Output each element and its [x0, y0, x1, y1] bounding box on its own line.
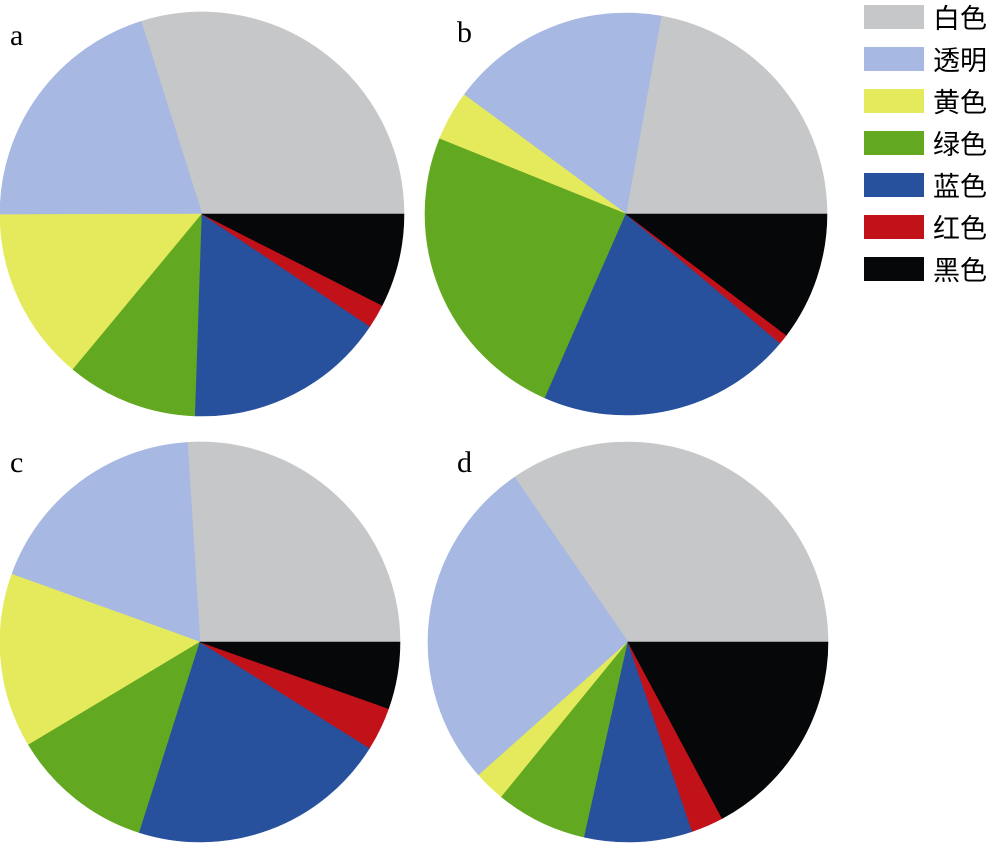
pie-a-slice-yellow [0, 213, 203, 370]
legend-label-transparent: 透明 [933, 46, 987, 77]
legend-label-green: 绿色 [933, 130, 987, 161]
pie-d-slice-black [627, 641, 829, 819]
pie-a [0, 11, 405, 417]
legend-label-white: 白色 [933, 4, 987, 35]
legend-swatch-green [864, 131, 924, 155]
pie-b-slice-black [625, 213, 828, 336]
legend-label-blue: 蓝色 [933, 172, 987, 203]
pie-a-slice-green [72, 213, 203, 417]
pie-d-slice-blue [584, 640, 693, 843]
pie-c-slice-yellow [0, 573, 201, 746]
pie-c-slice-transparent [11, 442, 201, 643]
legend-swatch-white [864, 5, 924, 29]
pie-c-slice-black [199, 641, 401, 709]
legend-label-black: 黑色 [933, 256, 987, 287]
pie-c-slice-blue [139, 641, 370, 843]
pie-a-slice-blue [194, 213, 371, 417]
pie-b [424, 12, 828, 416]
legend-swatch-yellow [864, 89, 924, 113]
pie-a-slice-transparent [0, 21, 203, 215]
legend-swatch-transparent [864, 47, 924, 71]
pie-a-slice-white [140, 11, 405, 215]
legend: 白色 透明 黄色 绿色 蓝色 红色 黑色 [864, 4, 987, 287]
panel-label-a: a [10, 19, 23, 52]
pie-c-slice-white [187, 441, 401, 643]
pie-c-slice-green [28, 641, 201, 833]
pie-d-slice-white [514, 441, 829, 643]
pie-d-slice-transparent [427, 476, 629, 776]
panel-label-b: b [457, 16, 472, 49]
pie-a-slice-black [201, 213, 405, 306]
legend-swatch-blue [864, 173, 924, 197]
panel-label-d: d [457, 446, 472, 479]
pie-b-slice-blue [544, 213, 781, 416]
legend-label-yellow: 黄色 [933, 88, 987, 119]
pie-b-slice-transparent [463, 12, 662, 215]
pie-b-slice-green [424, 138, 627, 399]
pie-c [0, 441, 401, 843]
panel-label-c: c [10, 446, 23, 479]
legend-swatch-red [864, 215, 924, 239]
pie-d [427, 441, 829, 843]
pie-b-slice-white [625, 15, 828, 215]
legend-label-red: 红色 [933, 214, 987, 245]
pie-panels [0, 11, 829, 843]
legend-swatch-black [864, 257, 924, 281]
